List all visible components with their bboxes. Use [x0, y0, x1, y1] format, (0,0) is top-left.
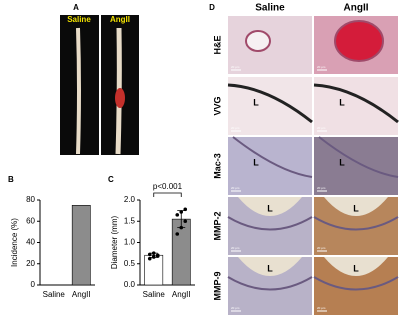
scale-label: 20 μm — [317, 246, 326, 250]
lumen-label: L — [353, 203, 359, 213]
data-point — [147, 252, 152, 257]
photo-label: Saline — [67, 15, 91, 24]
data-point — [183, 219, 188, 224]
lumen-label: L — [339, 97, 345, 107]
scale-label: 20 μm — [231, 186, 240, 190]
lumen-label: L — [267, 263, 273, 273]
bar — [71, 205, 91, 286]
histology-grid: H&E 20 μm 20 μm VVG L 20 μm L 20 μm Mac-3 L 20 μm L… — [212, 16, 399, 315]
vessel-wall — [232, 136, 313, 178]
y-tick-label: 2.0 — [124, 195, 136, 204]
vessel-wall — [227, 83, 313, 124]
vessel — [334, 20, 384, 62]
scale-label: 20 μm — [317, 306, 326, 310]
lumen — [238, 197, 302, 216]
y-tick-label: 0.0 — [124, 280, 136, 289]
data-point — [183, 207, 188, 212]
y-tick-label: 40 — [26, 238, 35, 247]
y-tick-label: 20 — [26, 259, 35, 268]
y-tick-label: 0 — [31, 280, 36, 289]
column-label: AngII — [344, 3, 369, 14]
lumen-label: L — [353, 263, 359, 273]
row-label: VVG — [212, 96, 222, 115]
data-point — [175, 213, 180, 217]
scale-label: 20 μm — [231, 246, 240, 250]
lumen — [324, 197, 388, 216]
data-point — [147, 256, 152, 261]
data-point — [179, 225, 184, 230]
panel-letter: C — [108, 175, 114, 184]
scale-label: 20 μm — [231, 126, 240, 130]
lumen-label: L — [339, 157, 345, 167]
photo-label: AngII — [110, 15, 130, 24]
x-tick-label: Saline — [143, 290, 166, 299]
aneurysm — [115, 88, 125, 108]
y-tick-label: 0.5 — [124, 259, 136, 268]
vessel — [245, 30, 271, 52]
micrograph — [314, 137, 398, 195]
micrograph — [228, 137, 312, 195]
data-point — [155, 254, 160, 258]
row-label: Mac-3 — [212, 153, 222, 179]
y-axis-label: Diameter (mm) — [110, 216, 119, 270]
data-point — [175, 232, 180, 236]
data-point — [151, 251, 156, 255]
vessel-wall — [227, 216, 313, 231]
panel-letter: B — [8, 175, 14, 184]
lumen-label: L — [253, 157, 259, 167]
x-tick-label: AngII — [172, 290, 191, 299]
data-point — [179, 210, 184, 214]
significance-bracket — [153, 192, 182, 197]
lumen — [238, 257, 302, 276]
vessel-wall — [318, 136, 399, 178]
vessel-wall — [227, 276, 313, 291]
lumen-label: L — [267, 203, 273, 213]
row-label: MMP-2 — [212, 212, 222, 241]
y-tick-label: 60 — [26, 216, 35, 225]
y-tick-label: 1.5 — [124, 216, 136, 225]
vessel-wall — [313, 216, 399, 231]
vessel-wall — [313, 276, 399, 291]
column-label: Saline — [255, 3, 285, 14]
lumen-label: L — [253, 97, 259, 107]
scale-label: 20 μm — [231, 306, 240, 310]
scale-label: 20 μm — [317, 186, 326, 190]
panel-letter: D — [209, 3, 215, 12]
data-point — [151, 255, 156, 259]
x-tick-label: AngII — [72, 290, 91, 299]
scale-label: 20 μm — [317, 65, 326, 69]
vessel-wall — [313, 83, 399, 124]
y-tick-label: 80 — [26, 195, 35, 204]
y-axis-label: Incidence (%) — [10, 218, 19, 267]
y-tick-label: 1.0 — [124, 238, 136, 247]
panel-letter: A — [73, 3, 79, 12]
bar — [144, 254, 164, 286]
scale-label: 20 μm — [317, 126, 326, 130]
lumen — [324, 257, 388, 276]
aorta — [76, 27, 81, 155]
row-label: MMP-9 — [212, 272, 222, 301]
significance-label: p<0.001 — [153, 182, 183, 191]
scale-label: 20 μm — [231, 65, 240, 69]
row-label: H&E — [212, 35, 222, 54]
x-tick-label: Saline — [43, 290, 66, 299]
